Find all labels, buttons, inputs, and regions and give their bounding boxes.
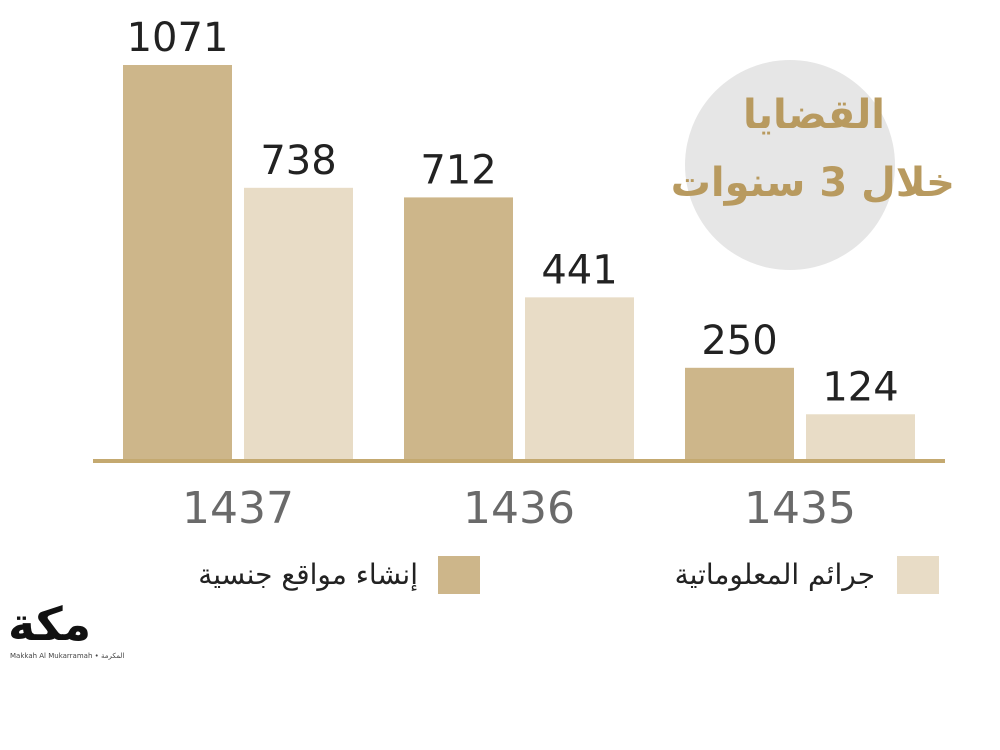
logo-mark: مكة: [8, 597, 92, 651]
legend-label-websites: إنشاء مواقع جنسية: [198, 558, 418, 591]
data-label-1436-series-1: 441: [541, 247, 617, 293]
chart-title-line-2: خلال 3 سنوات: [670, 160, 955, 206]
bar-1436-series-0: [404, 197, 513, 460]
chart-title-line-1: القضايا: [743, 92, 885, 138]
bar-1435-series-1: [806, 414, 915, 460]
legend-swatch-websites: [438, 556, 480, 594]
bar-1436-series-1: [525, 297, 634, 460]
logo-subtext: Makkah Al Mukarramah • المكرمة: [10, 652, 125, 660]
data-label-1435-series-1: 124: [822, 364, 898, 410]
x-tick-label-1435: 1435: [744, 483, 856, 534]
legend-label-cybercrime: جرائم المعلوماتية: [674, 558, 875, 591]
title-circle: [685, 60, 895, 270]
logo: مكة Makkah Al Mukarramah • المكرمة: [8, 598, 138, 668]
legend-swatch-cybercrime: [897, 556, 939, 594]
data-label-1435-series-0: 250: [701, 318, 777, 364]
x-tick-label-1436: 1436: [463, 483, 575, 534]
bar-1435-series-0: [685, 367, 794, 460]
bar-1437-series-1: [244, 187, 353, 460]
bar-1437-series-0: [123, 65, 232, 460]
x-tick-label-1437: 1437: [182, 483, 294, 534]
data-label-1437-series-0: 1071: [127, 15, 229, 61]
data-label-1436-series-0: 712: [420, 147, 496, 193]
data-label-1437-series-1: 738: [260, 138, 336, 184]
